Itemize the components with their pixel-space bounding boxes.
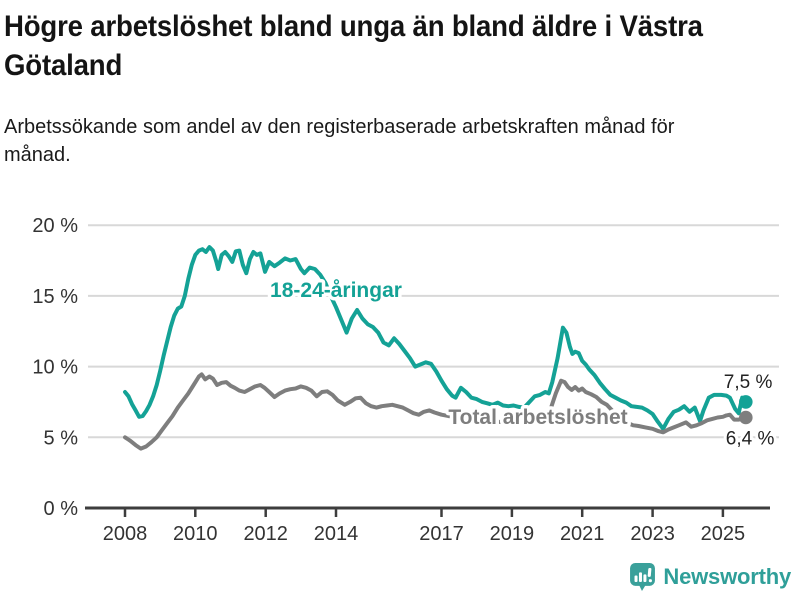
newsworthy-icon [630, 563, 656, 591]
series-label-halo: Total arbetslöshet [448, 406, 627, 429]
series-label-total: Total arbetslöshet [448, 406, 627, 429]
series-line-total [123, 372, 748, 451]
end-value-halo: 6,4 % [726, 429, 775, 450]
x-axis-tick-label: 2008 [103, 523, 148, 545]
end-value-label-youth: 7,5 % [724, 372, 773, 393]
chart-subtitle: Arbetssökande som andel av den registerb… [4, 116, 675, 166]
newsworthy-logo[interactable]: Newsworthy [630, 563, 791, 591]
chart-title: Högre arbetslöshet bland unga än bland ä… [4, 10, 703, 82]
y-axis-tick-label: 15 % [32, 286, 78, 308]
x-axis-tick-label: 2014 [314, 523, 359, 545]
x-axis-tick-label: 2019 [490, 523, 535, 545]
x-axis-tick-label: 2010 [173, 523, 218, 545]
newsworthy-wordmark: Newsworthy [663, 564, 791, 589]
end-dot-youth [739, 395, 753, 409]
y-axis-tick-label: 10 % [32, 357, 78, 379]
series-label-youth: 18-24-åringar [270, 279, 402, 302]
series-line-youth [123, 245, 748, 431]
y-axis-tick-label: 20 % [32, 215, 78, 237]
x-axis-tick-label: 2012 [243, 523, 288, 545]
end-value-label-total: 6,4 % [726, 429, 775, 450]
x-axis-tick-label: 2025 [701, 523, 746, 545]
end-dot-total [739, 410, 753, 425]
x-axis-tick-label: 2017 [419, 523, 464, 545]
x-axis-tick-label: 2023 [630, 523, 675, 545]
x-axis-tick-label: 2021 [560, 523, 605, 545]
y-axis-tick-label: 0 % [44, 498, 79, 520]
end-value-halo: 7,5 % [724, 372, 773, 393]
series-label-halo: 18-24-åringar [270, 279, 402, 302]
y-axis-tick-label: 5 % [44, 427, 79, 449]
